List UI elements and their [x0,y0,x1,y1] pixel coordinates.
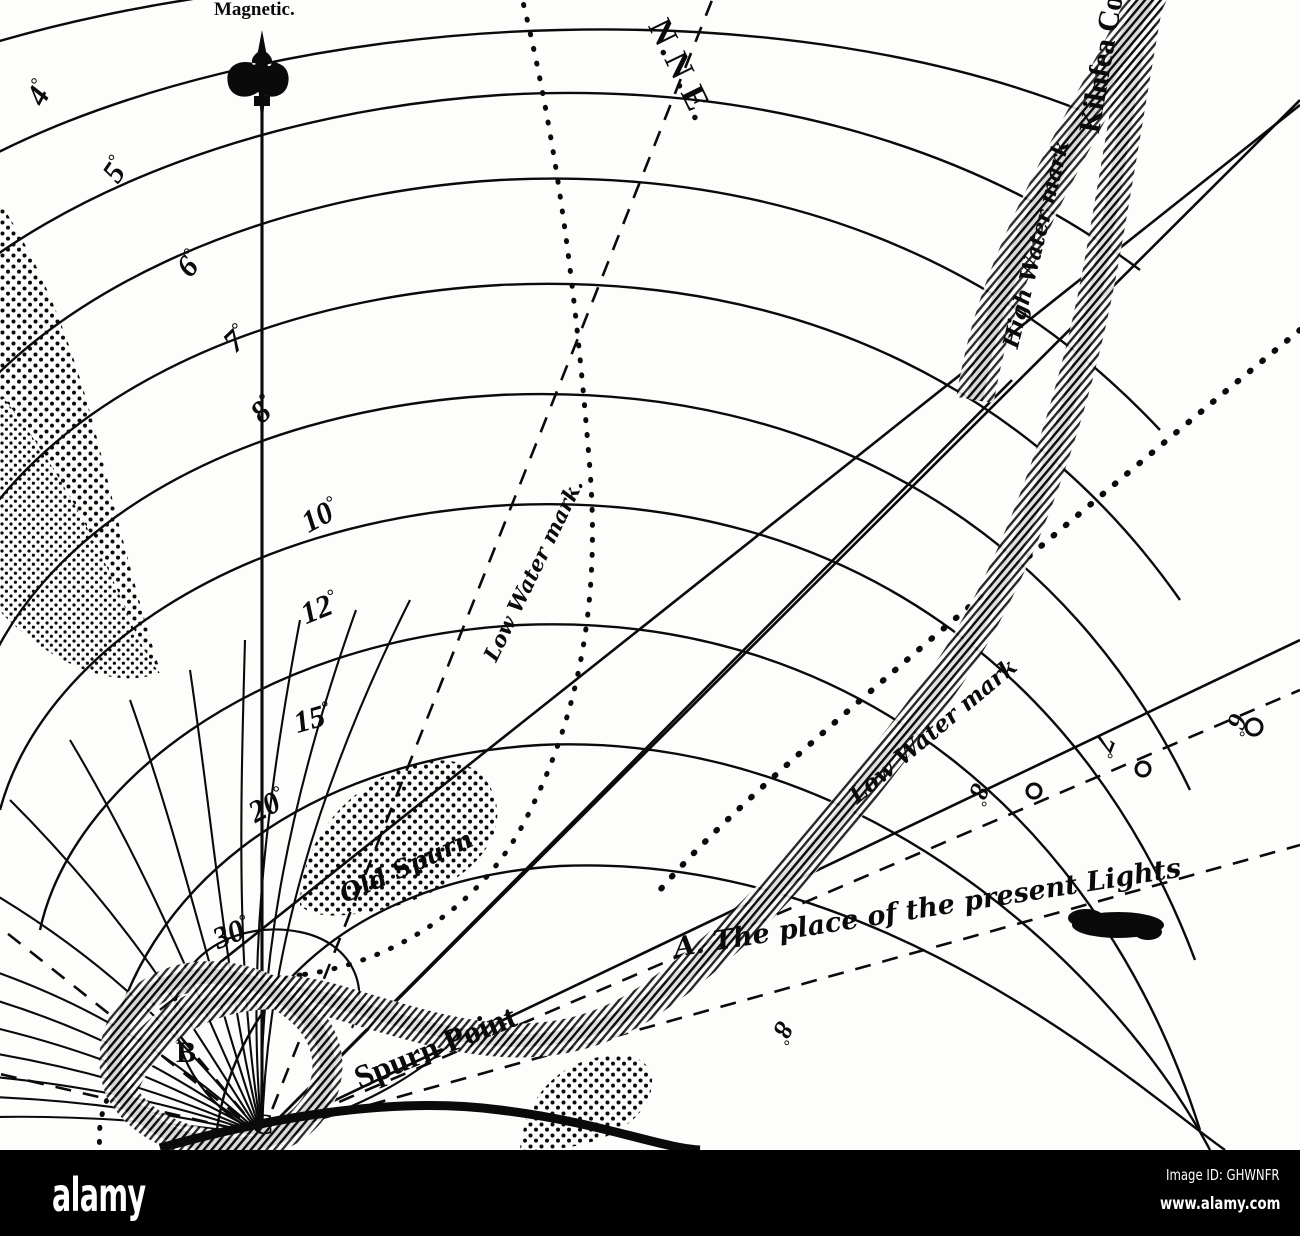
chart-vector-layer [0,0,1300,1150]
compass-needle [227,30,289,130]
marker-c-label: C [252,1108,274,1141]
chart-paper [0,0,1300,1150]
low-water-mark-dotted-line-west [297,0,595,978]
magnetic-label: Magnetic. [214,0,295,20]
dashed-transit-lines [0,0,1300,1137]
alamy-logo: alamy [52,1168,146,1222]
marker-b-label: B [176,1036,197,1069]
alamy-watermark-bar: alamy Image ID: GHWNFR www.alamy.com [0,1150,1300,1236]
image-id-text: Image ID: GHWNFR [1166,1166,1280,1184]
low-water-mark-dotted-line-east [657,327,1300,893]
spurn-point-shoreline [99,0,1167,1150]
sounding-marks [1025,717,1264,800]
historical-nautical-chart: Magnetic. N.N.E. Kilnfea Com. Spurn Poin… [0,0,1300,1150]
present-lights-ink-blot [1068,909,1164,940]
alamy-url-text: www.alamy.com [1159,1194,1280,1214]
